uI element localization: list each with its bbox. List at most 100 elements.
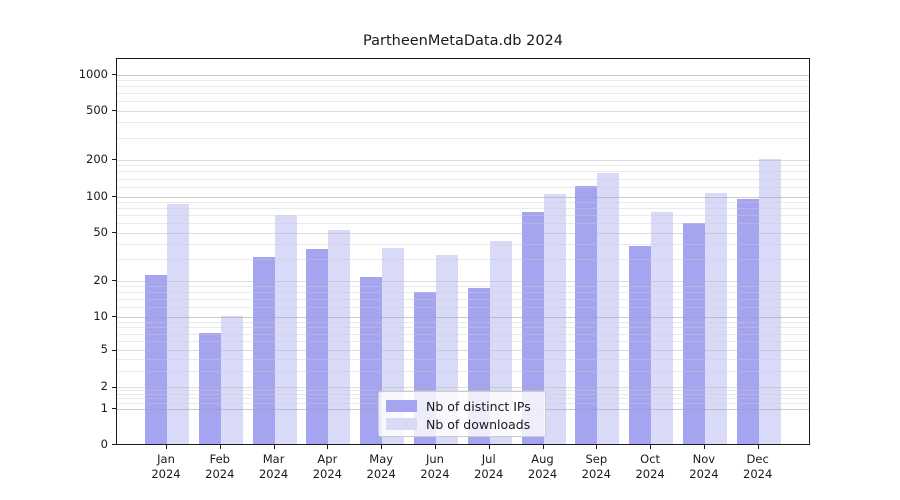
gridline — [117, 171, 809, 173]
bar-downloads-aug — [543, 194, 566, 444]
x-tick-mark — [542, 445, 544, 449]
x-tick-label: Jun 2024 — [420, 452, 450, 481]
y-tick-label: 20 — [93, 272, 108, 287]
y-tick-label: 50 — [93, 224, 108, 239]
legend-swatch-distinct-ips — [386, 400, 417, 412]
x-tick-mark — [381, 445, 383, 449]
y-tick-mark — [112, 316, 116, 317]
y-tick-mark — [112, 196, 116, 197]
gridline — [117, 186, 809, 188]
bar-downloads-dec — [758, 159, 781, 444]
legend-label-distinct-ips: Nb of distinct IPs — [426, 398, 531, 414]
bar-ips-sep — [575, 186, 598, 444]
gridline — [117, 215, 809, 217]
y-tick-label: 10 — [93, 308, 108, 323]
gridline — [117, 359, 809, 360]
gridline — [117, 74, 809, 76]
x-tick-mark — [757, 445, 759, 449]
x-tick-mark — [273, 445, 275, 449]
gridline — [117, 327, 809, 329]
gridline — [117, 280, 809, 282]
gridline — [117, 307, 809, 309]
x-tick-label: Oct 2024 — [635, 452, 665, 481]
bar-downloads-apr — [328, 229, 351, 444]
y-tick-mark — [112, 74, 116, 75]
bar-downloads-nov — [704, 192, 727, 444]
x-tick-label: Jul 2024 — [474, 452, 504, 481]
y-tick-mark — [112, 280, 116, 281]
x-tick-mark — [166, 445, 167, 449]
x-tick-mark — [327, 445, 329, 449]
bar-downloads-feb — [220, 316, 243, 444]
y-tick-mark — [112, 110, 116, 111]
gridline — [117, 259, 809, 261]
gridline — [117, 208, 809, 210]
gridline — [117, 159, 809, 161]
gridline — [117, 178, 809, 180]
gridline — [117, 86, 809, 88]
x-tick-label: Sep 2024 — [581, 452, 611, 481]
gridline — [117, 165, 809, 167]
gridline — [117, 321, 809, 323]
x-tick-mark — [596, 445, 598, 449]
bar-ips-aug — [521, 211, 544, 444]
gridline — [117, 292, 809, 294]
gridline — [117, 244, 809, 246]
y-tick-mark — [112, 408, 116, 409]
gridline — [117, 137, 809, 139]
gridline — [117, 232, 809, 234]
y-tick-label: 0 — [100, 436, 108, 451]
gridline — [117, 101, 809, 103]
plot-area — [116, 58, 810, 445]
bar-downloads-oct — [651, 211, 674, 444]
bar-ips-apr — [306, 249, 329, 444]
y-tick-mark — [112, 444, 116, 445]
gridline — [117, 201, 809, 203]
x-tick-label: Dec 2024 — [743, 452, 773, 481]
x-tick-label: Nov 2024 — [689, 452, 719, 481]
y-tick-mark — [112, 159, 116, 160]
bar-ips-may — [360, 277, 383, 444]
gridline — [117, 93, 809, 95]
x-tick-label: Jan 2024 — [151, 452, 181, 481]
bar-downloads-mar — [274, 214, 297, 444]
x-tick-label: Apr 2024 — [312, 452, 342, 481]
x-tick-mark — [434, 445, 436, 449]
bar-downloads-jan — [167, 204, 189, 444]
y-tick-label: 100 — [86, 188, 108, 203]
x-tick-mark — [703, 445, 705, 449]
x-tick-label: Aug 2024 — [527, 452, 558, 481]
legend-item-downloads: Nb of downloads — [386, 415, 537, 433]
legend: Nb of distinct IPs Nb of downloads — [378, 391, 546, 437]
y-tick-label: 1000 — [78, 66, 108, 81]
gridline — [117, 285, 809, 287]
bar-downloads-sep — [597, 172, 620, 444]
y-tick-label: 1 — [100, 400, 108, 415]
gridline — [117, 341, 809, 343]
bar-ips-dec — [736, 199, 759, 444]
gridline — [117, 79, 809, 81]
legend-item-distinct-ips: Nb of distinct IPs — [386, 397, 537, 415]
gridline — [117, 196, 809, 198]
chart-title: PartheenMetaData.db 2024 — [363, 33, 563, 49]
y-tick-mark — [112, 232, 116, 233]
y-tick-label: 200 — [86, 151, 108, 166]
y-tick-mark — [112, 349, 116, 351]
bar-ips-oct — [629, 246, 652, 444]
x-tick-mark — [488, 445, 490, 449]
x-tick-label: May 2024 — [366, 452, 396, 481]
gridline — [117, 333, 809, 335]
bar-ips-nov — [682, 222, 705, 444]
gridline — [117, 110, 809, 112]
gridline — [117, 223, 809, 225]
bar-ips-feb — [198, 333, 221, 444]
y-tick-label: 5 — [100, 342, 108, 356]
gridline — [117, 122, 809, 124]
gridline — [117, 387, 809, 388]
legend-label-downloads: Nb of downloads — [426, 416, 531, 432]
gridline — [117, 299, 809, 301]
y-tick-label: 2 — [100, 379, 108, 393]
gridline — [117, 370, 809, 372]
x-tick-mark — [650, 445, 652, 449]
